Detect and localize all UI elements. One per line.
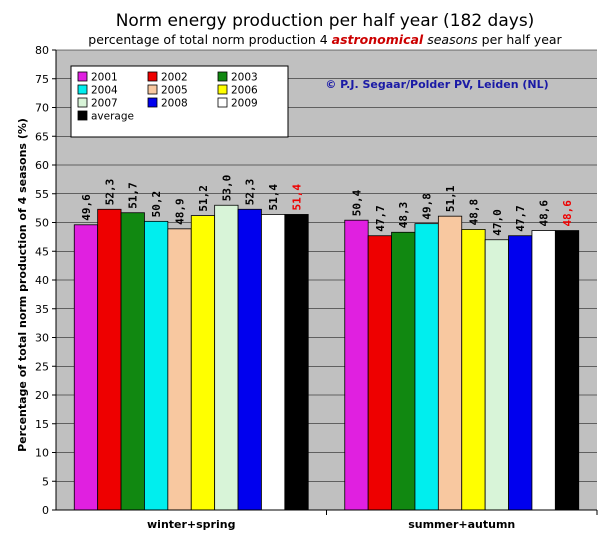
data-label-2001-1: 50,4 [350,189,363,216]
y-axis-label: Percentage of total norm production of 4… [16,118,29,452]
data-label-2002-1: 47,7 [374,205,387,232]
y-tick-label: 70 [35,102,49,115]
bar-2004-1 [414,223,439,511]
data-label-2009-0: 51,4 [267,184,280,211]
y-tick-label: 50 [35,217,49,230]
legend-label-average: average [91,111,134,123]
data-label-2007-1: 47,0 [491,209,504,236]
legend-label-2009: 2009 [231,98,258,110]
subtitle-emphasis: astronomical [332,32,424,47]
bar-2005-1 [437,215,463,511]
data-label-2002-0: 52,3 [103,179,116,206]
bar-2007-0 [214,204,239,511]
data-label-2008-0: 52,3 [244,179,257,205]
legend-label-2003: 2003 [231,72,258,84]
category-label: summer+autumn [408,518,515,531]
legend-swatch-2001 [77,71,88,82]
y-tick-label: 55 [35,188,49,201]
data-label-average-0: 51,4 [291,184,304,211]
chart-title: Norm energy production per half year (18… [116,11,535,31]
y-tick-label: 15 [35,418,49,431]
data-label-2005-1: 51,1 [444,185,457,212]
bar-2003-0 [120,212,145,511]
data-label-2008-1: 47,7 [514,205,527,232]
y-tick-label: 80 [35,44,49,57]
data-label-2004-0: 50,2 [150,191,163,218]
y-tick-label: 0 [42,504,49,517]
bar-2007-1 [484,239,509,511]
legend-label-2001: 2001 [91,72,118,84]
legend-swatch-2002 [147,71,158,82]
legend-swatch-2003 [217,71,228,82]
bar-2005-0 [167,228,192,511]
data-labels: 49,6 52,3 51,7 50,2 48,9 51,2 53,0 52,3 51,4 51,4… [80,175,574,236]
y-tick-label: 25 [35,360,49,373]
legend-label-2005: 2005 [161,85,188,97]
legend-label-2008: 2008 [161,98,188,110]
bar-2004-0 [144,220,169,511]
category-labels: winter+spring summer+autumn [147,510,598,531]
legend-swatch-2004 [77,84,88,95]
bar-2001-1 [344,219,369,511]
y-tick-label: 20 [35,389,49,402]
data-label-2003-0: 51,7 [127,182,140,209]
bar-2002-1 [367,235,392,511]
legend-items: 2001 2002 2003 2004 2005 2006 2007 2008 2009 aver… [77,71,258,123]
legend: 2001 2002 2003 2004 2005 2006 2007 2008 2009 aver… [70,65,289,138]
data-label-2006-1: 48,8 [467,199,480,226]
legend-swatch-2006 [217,84,228,95]
y-tick-label: 40 [35,274,49,287]
copyright-annotation: © P.J. Segaar/Polder PV, Leiden (NL) [325,78,548,91]
subtitle-part-1: percentage of total norm production 4 [88,32,331,47]
data-label-2001-0: 49,6 [80,194,93,221]
bar-2006-0 [190,215,216,511]
bar-2008-0 [237,208,262,511]
y-tick-label: 65 [35,130,49,143]
bar-2001-0 [73,224,99,511]
bar-average-1 [554,230,580,511]
legend-swatch-average [77,110,88,121]
data-label-2007-0: 53,0 [220,175,233,202]
data-label-2004-1: 49,8 [421,193,434,220]
y-axis-ticks: 0 5 10 15 20 25 30 35 40 45 50 55 60 65 70 75 80 [35,44,56,517]
legend-label-2006: 2006 [231,85,258,97]
bar-2003-1 [391,231,416,511]
y-tick-label: 75 [35,73,49,86]
legend-label-2002: 2002 [161,72,188,84]
chart-subtitle: percentage of total norm production 4 as… [88,32,562,47]
y-tick-label: 35 [35,303,49,316]
category-label: winter+spring [147,518,235,531]
bar-average-0 [284,214,309,511]
bar-2009-1 [531,230,556,511]
y-tick-label: 10 [35,447,49,460]
bars [73,204,580,511]
y-tick-label: 5 [42,475,49,488]
data-label-2005-0: 48,9 [174,198,187,225]
y-tick-label: 30 [35,332,49,345]
legend-label-2004: 2004 [91,85,118,97]
subtitle-part-3: seasons [427,32,478,47]
data-label-average-1: 48,6 [561,200,574,227]
legend-swatch-2007 [77,97,88,108]
legend-label-2007: 2007 [91,98,118,110]
legend-box [70,65,289,138]
data-label-2003-1: 48,3 [397,202,410,229]
legend-swatch-2009 [217,97,228,108]
bar-2008-1 [508,235,533,511]
data-label-2009-1: 48,6 [538,200,551,227]
bar-2006-1 [461,228,486,511]
bar-2009-0 [261,214,286,511]
data-label-2006-0: 51,2 [197,185,210,212]
y-tick-label: 45 [35,245,49,258]
legend-swatch-2008 [147,97,158,108]
legend-swatch-2005 [147,84,158,95]
bar-2002-0 [97,208,122,511]
subtitle-part-4: per half year [478,32,563,47]
y-tick-label: 60 [35,159,49,172]
